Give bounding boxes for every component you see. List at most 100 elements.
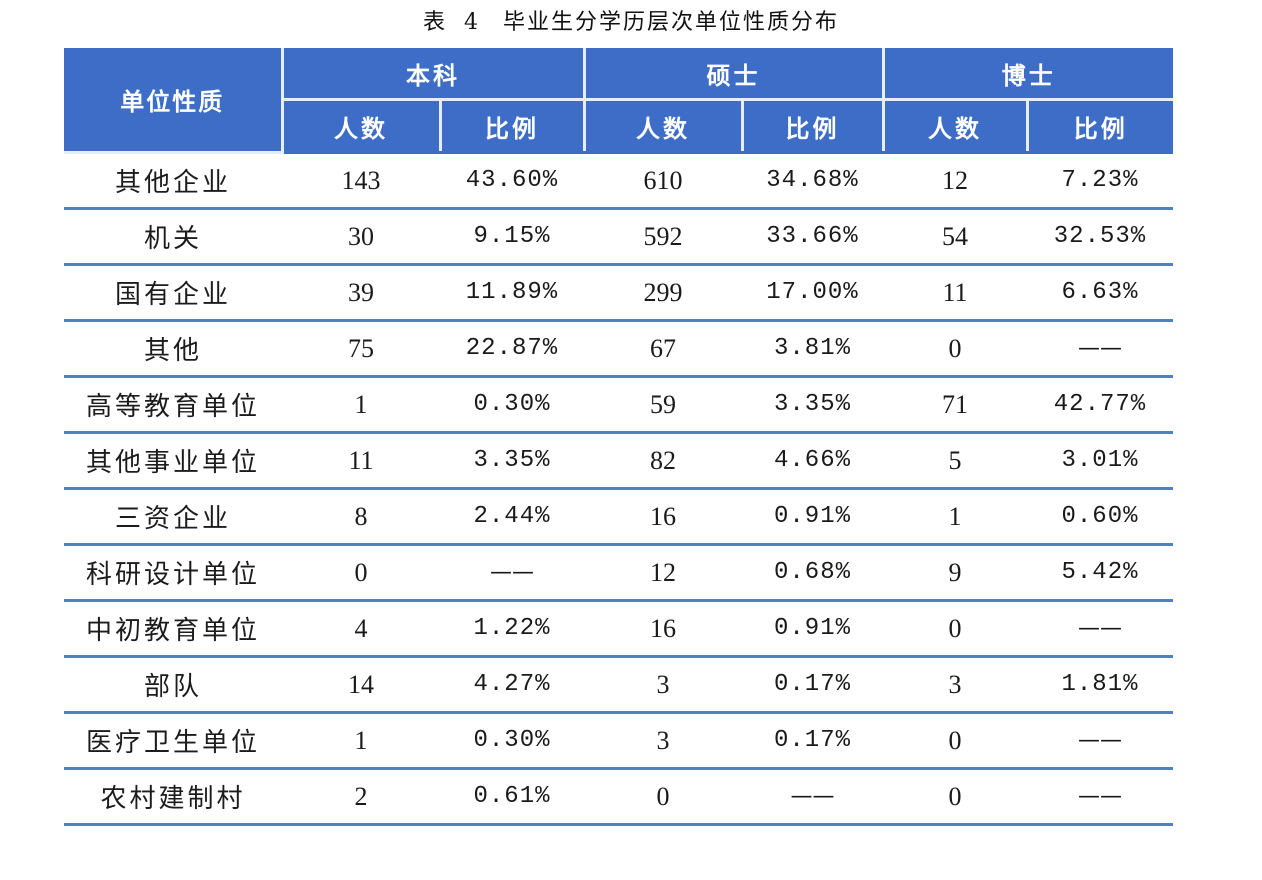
cell-employer-type: 其他 xyxy=(64,320,282,378)
cell-doctor-count: 71 xyxy=(883,376,1027,434)
cell-bachelor-ratio: 43.60% xyxy=(440,152,584,210)
cell-master-ratio: 33.66% xyxy=(742,208,883,266)
cell-doctor-count: 0 xyxy=(883,320,1027,378)
cell-master-count: 299 xyxy=(584,264,742,322)
cell-bachelor-count: 14 xyxy=(282,656,440,714)
table-row: 三资企业 8 2.44% 16 0.91% 1 0.60% xyxy=(64,488,1173,546)
header-row-subcolumns: 人数 比例 人数 比例 人数 比例 xyxy=(64,98,1173,154)
cell-master-count: 82 xyxy=(584,432,742,490)
cell-bachelor-ratio: 22.87% xyxy=(440,320,584,378)
cell-bachelor-ratio: 2.44% xyxy=(440,488,584,546)
cell-employer-type: 三资企业 xyxy=(64,488,282,546)
header-master-count: 人数 xyxy=(582,98,744,154)
cell-master-ratio: 0.68% xyxy=(742,544,883,602)
cell-doctor-count: 12 xyxy=(883,152,1027,210)
cell-master-ratio: 0.17% xyxy=(742,712,883,770)
header-bachelor-count: 人数 xyxy=(282,98,442,154)
header-group-master: 硕士 xyxy=(582,48,885,101)
cell-employer-type: 机关 xyxy=(64,208,282,266)
cell-master-count: 59 xyxy=(584,376,742,434)
cell-doctor-count: 11 xyxy=(883,264,1027,322)
cell-bachelor-count: 0 xyxy=(282,544,440,602)
cell-bachelor-count: 143 xyxy=(282,152,440,210)
cell-master-ratio: 0.91% xyxy=(742,600,883,658)
cell-bachelor-count: 30 xyxy=(282,208,440,266)
cell-doctor-count: 54 xyxy=(883,208,1027,266)
cell-bachelor-count: 11 xyxy=(282,432,440,490)
cell-master-count: 592 xyxy=(584,208,742,266)
header-group-doctor: 博士 xyxy=(881,48,1173,101)
caption-number: 4 xyxy=(464,10,480,35)
header-bachelor-ratio: 比例 xyxy=(438,98,586,154)
cell-bachelor-count: 39 xyxy=(282,264,440,322)
table-row: 其他事业单位 11 3.35% 82 4.66% 5 3.01% xyxy=(64,432,1173,490)
cell-master-ratio: 4.66% xyxy=(742,432,883,490)
cell-employer-type: 高等教育单位 xyxy=(64,376,282,434)
table-row: 农村建制村 2 0.61% 0 —— 0 —— xyxy=(64,768,1173,826)
cell-employer-type: 农村建制村 xyxy=(64,768,282,826)
cell-bachelor-ratio: 1.22% xyxy=(440,600,584,658)
cell-doctor-count: 9 xyxy=(883,544,1027,602)
header-master-ratio: 比例 xyxy=(740,98,885,154)
cell-doctor-ratio: —— xyxy=(1027,600,1173,658)
cell-master-ratio: 3.35% xyxy=(742,376,883,434)
cell-bachelor-count: 1 xyxy=(282,712,440,770)
table-row: 科研设计单位 0 —— 12 0.68% 9 5.42% xyxy=(64,544,1173,602)
cell-employer-type: 其他企业 xyxy=(64,152,282,210)
cell-employer-type: 国有企业 xyxy=(64,264,282,322)
cell-bachelor-count: 8 xyxy=(282,488,440,546)
cell-bachelor-ratio: 11.89% xyxy=(440,264,584,322)
cell-doctor-ratio: 3.01% xyxy=(1027,432,1173,490)
cell-master-ratio: 3.81% xyxy=(742,320,883,378)
cell-master-count: 67 xyxy=(584,320,742,378)
cell-doctor-ratio: 6.63% xyxy=(1027,264,1173,322)
table-row: 部队 14 4.27% 3 0.17% 3 1.81% xyxy=(64,656,1173,714)
cell-employer-type: 中初教育单位 xyxy=(64,600,282,658)
cell-master-ratio: 0.17% xyxy=(742,656,883,714)
cell-doctor-count: 0 xyxy=(883,712,1027,770)
cell-employer-type: 医疗卫生单位 xyxy=(64,712,282,770)
cell-doctor-count: 5 xyxy=(883,432,1027,490)
cell-master-count: 3 xyxy=(584,656,742,714)
cell-doctor-count: 3 xyxy=(883,656,1027,714)
cell-doctor-ratio: 0.60% xyxy=(1027,488,1173,546)
cell-doctor-ratio: 42.77% xyxy=(1027,376,1173,434)
cell-doctor-ratio: —— xyxy=(1027,768,1173,826)
cell-doctor-count: 1 xyxy=(883,488,1027,546)
caption-title: 毕业生分学历层次单位性质分布 xyxy=(503,10,840,35)
cell-master-count: 16 xyxy=(584,488,742,546)
cell-master-count: 12 xyxy=(584,544,742,602)
caption-label: 表 xyxy=(422,10,447,35)
cell-doctor-count: 0 xyxy=(883,600,1027,658)
table-caption: 表 4 毕业生分学历层次单位性质分布 xyxy=(0,6,1262,40)
cell-doctor-ratio: 5.42% xyxy=(1027,544,1173,602)
cell-master-count: 3 xyxy=(584,712,742,770)
cell-master-ratio: 17.00% xyxy=(742,264,883,322)
table-header: 单位性质 本科 硕士 博士 人数 比例 人数 比例 人数 比例 xyxy=(64,48,1173,154)
cell-bachelor-ratio: 4.27% xyxy=(440,656,584,714)
header-group-bachelor: 本科 xyxy=(280,48,586,101)
cell-master-count: 16 xyxy=(584,600,742,658)
employer-type-table: 单位性质 本科 硕士 博士 人数 比例 人数 比例 人数 比例 其他企业 143 4… xyxy=(64,48,1173,826)
cell-bachelor-ratio: 0.30% xyxy=(440,376,584,434)
cell-doctor-ratio: —— xyxy=(1027,712,1173,770)
cell-doctor-ratio: 7.23% xyxy=(1027,152,1173,210)
cell-bachelor-ratio: 0.61% xyxy=(440,768,584,826)
table-row: 医疗卫生单位 1 0.30% 3 0.17% 0 —— xyxy=(64,712,1173,770)
cell-employer-type: 其他事业单位 xyxy=(64,432,282,490)
table-row: 高等教育单位 1 0.30% 59 3.35% 71 42.77% xyxy=(64,376,1173,434)
cell-doctor-ratio: 32.53% xyxy=(1027,208,1173,266)
cell-master-count: 610 xyxy=(584,152,742,210)
cell-bachelor-count: 1 xyxy=(282,376,440,434)
cell-doctor-ratio: —— xyxy=(1027,320,1173,378)
header-doctor-count: 人数 xyxy=(881,98,1029,154)
cell-bachelor-ratio: 3.35% xyxy=(440,432,584,490)
cell-master-ratio: —— xyxy=(742,768,883,826)
cell-bachelor-ratio: 0.30% xyxy=(440,712,584,770)
table-row: 机关 30 9.15% 592 33.66% 54 32.53% xyxy=(64,208,1173,266)
cell-doctor-ratio: 1.81% xyxy=(1027,656,1173,714)
cell-bachelor-count: 4 xyxy=(282,600,440,658)
header-doctor-ratio: 比例 xyxy=(1025,98,1173,154)
table-row: 其他 75 22.87% 67 3.81% 0 —— xyxy=(64,320,1173,378)
cell-bachelor-count: 2 xyxy=(282,768,440,826)
